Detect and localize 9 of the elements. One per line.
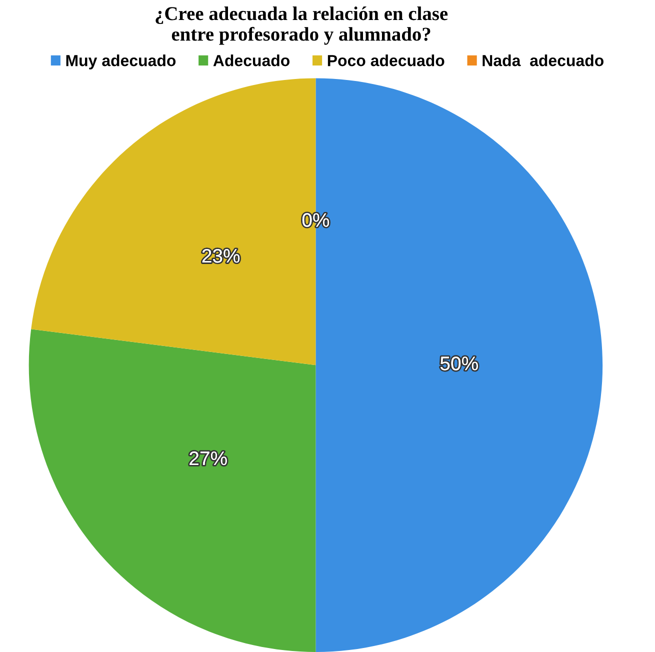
chart-title: ¿Cree adecuada la relación en clase entre profesorado y alumnado? [156,6,448,45]
data-label: 50% [440,356,478,370]
data-label: 27% [190,451,227,466]
legend-label: Nada adecuado [482,54,604,66]
legend-label: Muy adecuado [66,54,176,70]
pie-slice [28,329,316,652]
legend-label: Poco adecuado [328,54,444,66]
legend-label: Adecuado [213,54,290,66]
data-label: 23% [202,248,240,263]
